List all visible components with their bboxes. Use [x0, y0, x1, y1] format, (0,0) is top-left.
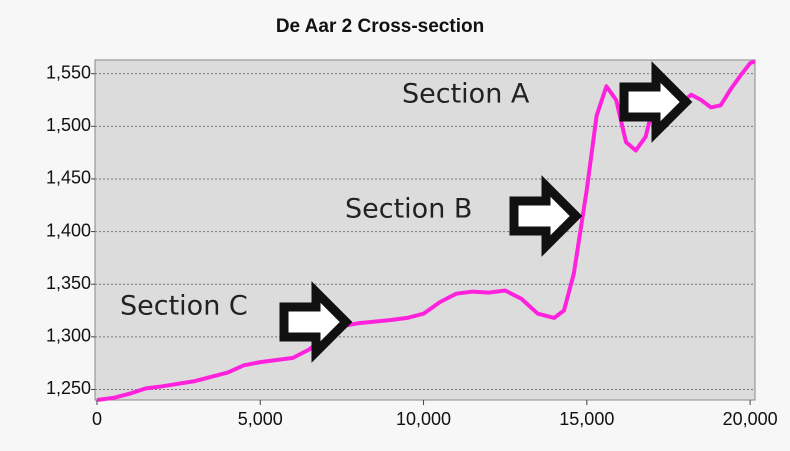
x-tick-label: 15,000	[559, 409, 614, 429]
arrow	[619, 61, 693, 143]
arrow	[509, 175, 583, 257]
y-tick-label: 1,450	[46, 168, 91, 188]
labels: Section A Section B Section C	[120, 79, 530, 322]
annotation: Section A	[402, 79, 530, 110]
annotation: Section B	[345, 194, 472, 225]
arrows	[279, 61, 693, 363]
x-tick-label: 20,000	[723, 409, 778, 429]
x-tick-label: 10,000	[396, 409, 451, 429]
y-tick-label: 1,400	[46, 220, 91, 240]
x-tick-label: 0	[92, 409, 102, 429]
arrow	[279, 281, 353, 363]
chart-title: De Aar 2 Cross-section	[276, 16, 484, 37]
grid: 1,250 1,300 1,350 1,400 1,450 1,500 1,550 0 5,00…	[46, 62, 778, 428]
y-tick-label: 1,250	[46, 378, 91, 398]
y-tick-label: 1,300	[46, 326, 91, 346]
y-tick-label: 1,350	[46, 273, 91, 293]
y-tick-label: 1,500	[46, 115, 91, 135]
y-tick-label: 1,550	[46, 62, 91, 82]
x-tick-label: 5,000	[238, 409, 283, 429]
annotation: Section C	[120, 291, 248, 322]
